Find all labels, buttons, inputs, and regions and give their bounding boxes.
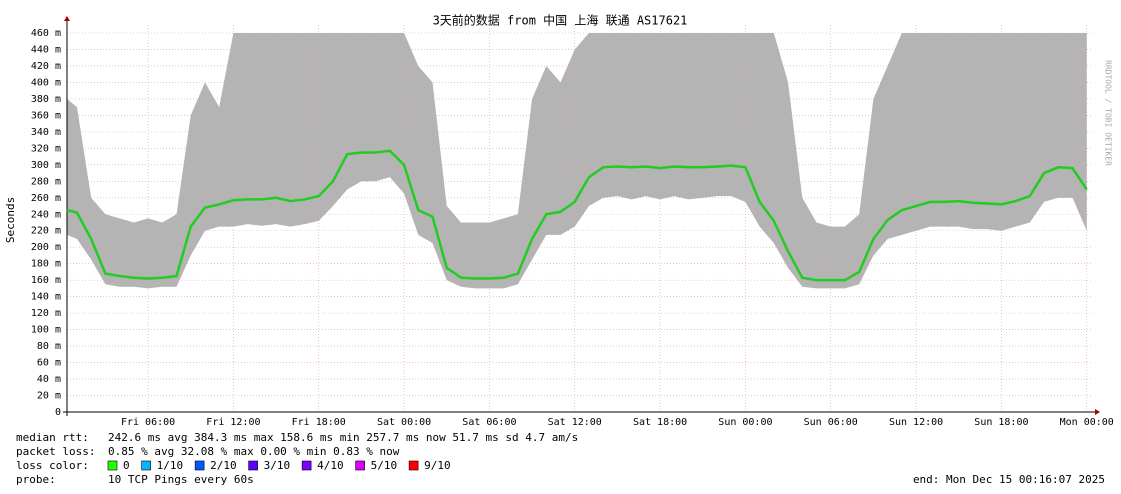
y-tick-label: 460 m: [31, 28, 61, 39]
stat-text: 0.85 % avg 32.08 % max 0.00 % min 0.83 %…: [108, 445, 400, 458]
legend-swatch: [248, 460, 258, 471]
loss-color-label: loss color:: [16, 459, 89, 472]
y-tick-label: 240 m: [31, 209, 61, 220]
y-tick-label: 140 m: [31, 292, 61, 303]
x-tick-label: Sat 06:00: [462, 417, 516, 428]
y-tick-label: 380 m: [31, 94, 61, 105]
end-time: end: Mon Dec 15 00:16:07 2025: [913, 473, 1105, 486]
y-tick-label: 0: [55, 407, 61, 418]
y-tick-label: 160 m: [31, 275, 61, 286]
x-tick-label: Sat 12:00: [548, 417, 602, 428]
x-tick-label: Mon 00:00: [1060, 417, 1114, 428]
median-line: [66, 149, 1088, 282]
legend-swatch: [141, 460, 151, 471]
probe-label: probe:: [16, 473, 56, 486]
x-tick-label: Sun 00:00: [718, 417, 772, 428]
x-tick-label: Sun 06:00: [804, 417, 858, 428]
y-tick-label: 420 m: [31, 61, 61, 72]
x-tick-label: Fri 12:00: [206, 417, 260, 428]
chart-title: 3天前的数据 from 中国 上海 联通 AS17621: [433, 13, 688, 28]
y-tick-label: 40 m: [37, 374, 61, 385]
x-tick-label: Sun 12:00: [889, 417, 943, 428]
probe-text: 10 TCP Pings every 60s: [108, 473, 254, 486]
y-tick-label: 20 m: [37, 391, 61, 402]
stat-text: 242.6 ms avg 384.3 ms max 158.6 ms min 2…: [108, 431, 578, 444]
legend-swatch: [355, 460, 365, 471]
legend-label: 5/10: [371, 459, 398, 472]
legend-label: 2/10: [210, 459, 237, 472]
axis-arrow: [1095, 409, 1100, 415]
legend-swatch: [194, 460, 205, 471]
legend-label: 0: [123, 459, 130, 472]
y-tick-label: 80 m: [37, 341, 61, 352]
x-tick-label: Sat 18:00: [633, 417, 687, 428]
legend-label: 4/10: [317, 459, 344, 472]
x-tick-label: Sat 00:00: [377, 417, 431, 428]
axis-arrow: [64, 16, 70, 21]
legend-swatch: [107, 460, 118, 471]
legend-label: 9/10: [424, 459, 451, 472]
stat-label: median rtt:: [16, 431, 89, 444]
legend-label: 1/10: [157, 459, 184, 472]
x-tick-label: Sun 18:00: [974, 417, 1028, 428]
x-tick-label: Fri 06:00: [121, 417, 175, 428]
y-tick-label: 180 m: [31, 259, 61, 270]
y-tick-label: 200 m: [31, 242, 61, 253]
y-tick-label: 300 m: [31, 160, 61, 171]
watermark: RRDTOOL / TOBI OETIKER: [1104, 60, 1113, 166]
y-tick-label: 340 m: [31, 127, 61, 138]
y-axis-title: Seconds: [4, 197, 17, 243]
y-tick-label: 260 m: [31, 193, 61, 204]
stat-label: packet loss:: [16, 445, 95, 458]
legend-label: 3/10: [264, 459, 291, 472]
y-tick-label: 60 m: [37, 358, 61, 369]
y-tick-label: 360 m: [31, 110, 61, 121]
y-tick-label: 400 m: [31, 77, 61, 88]
legend-swatch: [408, 460, 419, 471]
smoke-area: [67, 33, 1087, 289]
y-tick-label: 320 m: [31, 143, 61, 154]
y-tick-label: 440 m: [31, 44, 61, 55]
y-tick-label: 100 m: [31, 325, 61, 336]
y-tick-label: 220 m: [31, 226, 61, 237]
x-tick-label: Fri 18:00: [292, 417, 346, 428]
y-tick-label: 120 m: [31, 308, 61, 319]
y-tick-label: 280 m: [31, 176, 61, 187]
legend-swatch: [301, 460, 312, 471]
